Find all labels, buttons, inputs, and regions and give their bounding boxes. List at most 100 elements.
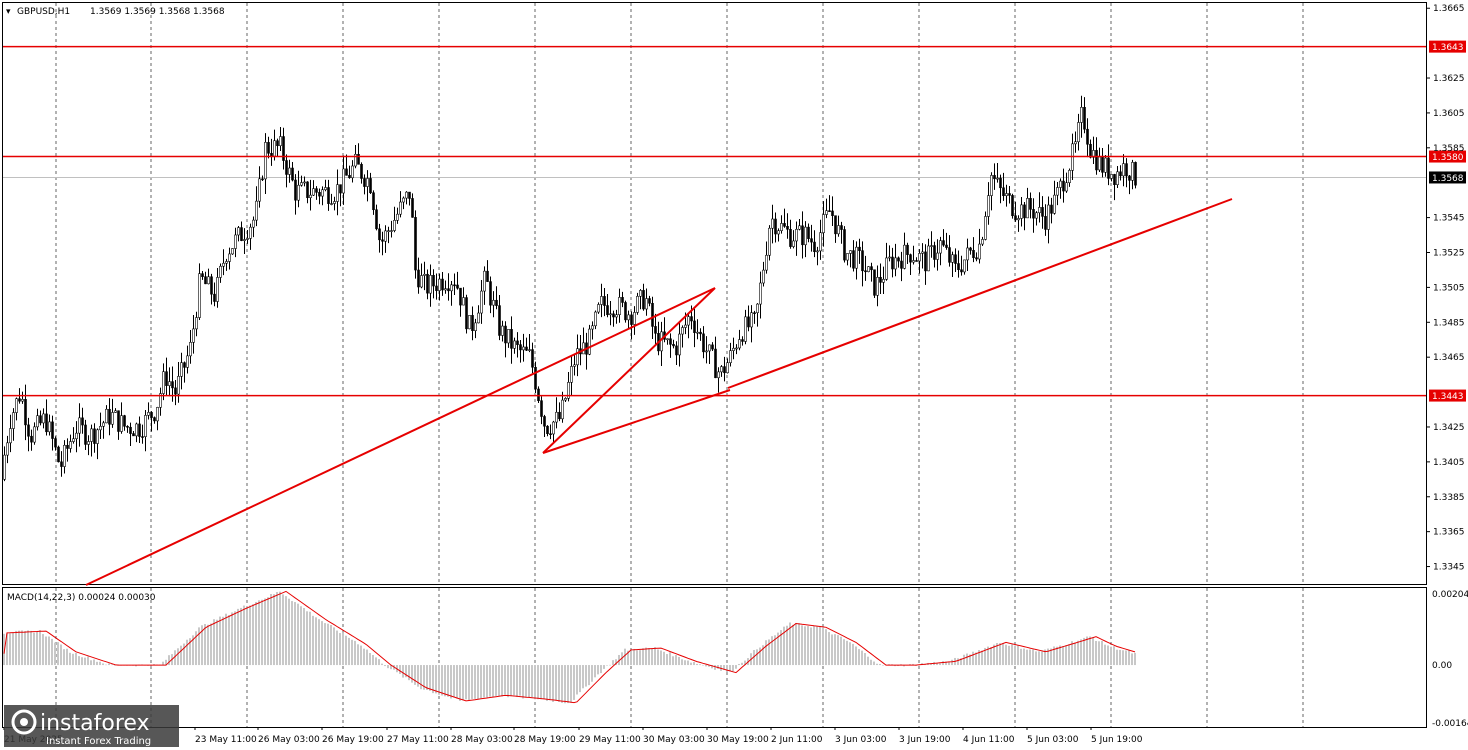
macd-bar xyxy=(231,612,233,666)
macd-bar xyxy=(291,601,293,666)
candle-body xyxy=(405,191,408,199)
macd-bar xyxy=(828,632,830,666)
candle-body xyxy=(486,270,489,282)
candle-body xyxy=(1032,209,1035,219)
candle-body xyxy=(729,350,732,364)
trendlines[interactable] xyxy=(85,198,1233,586)
macd-bar xyxy=(810,627,812,666)
candle-body xyxy=(711,344,714,350)
candle-body xyxy=(201,273,204,277)
candle-body xyxy=(303,181,306,184)
candle-body xyxy=(279,136,282,147)
macd-bar xyxy=(774,635,776,666)
macd-bar xyxy=(867,656,869,666)
candle-body xyxy=(684,324,687,328)
macd-bar xyxy=(471,665,473,699)
trendline[interactable] xyxy=(542,389,731,454)
macd-tick-label: 0.00 xyxy=(1432,661,1452,671)
candle-body xyxy=(906,244,909,255)
macd-bar xyxy=(222,616,224,666)
macd-bar xyxy=(1014,645,1016,666)
candle-body xyxy=(789,228,792,247)
candle-body xyxy=(1080,107,1083,123)
candle-body xyxy=(681,327,684,335)
candle-body xyxy=(828,210,831,212)
macd-bar xyxy=(96,661,98,666)
candle-body xyxy=(816,250,819,253)
price-tick-label: 1.3625 xyxy=(1433,74,1465,84)
macd-bar xyxy=(873,661,875,666)
candle-body xyxy=(783,223,786,227)
candle-body xyxy=(60,461,63,467)
macd-bar xyxy=(942,661,944,666)
macd-bar xyxy=(753,650,755,666)
macd-bar xyxy=(372,655,374,666)
macd-bar xyxy=(822,627,824,666)
candle-body xyxy=(744,316,747,342)
macd-bar xyxy=(504,665,506,695)
candle-body xyxy=(588,328,591,355)
candle-body xyxy=(702,333,705,353)
macd-bar xyxy=(969,654,971,666)
candle-body xyxy=(927,245,930,272)
candle-body xyxy=(1074,141,1077,145)
candle-body xyxy=(1005,193,1008,196)
candle-body xyxy=(330,203,333,205)
macd-bar xyxy=(579,665,581,693)
candle-body xyxy=(918,253,921,262)
macd-bar xyxy=(99,661,101,666)
trendline[interactable] xyxy=(542,287,716,454)
macd-bar xyxy=(966,653,968,666)
level-price-tag xyxy=(1429,150,1466,163)
candle-body xyxy=(1098,156,1101,171)
macd-bar xyxy=(204,623,206,666)
macd-bar xyxy=(279,591,281,666)
candle-body xyxy=(564,398,567,401)
macd-bar xyxy=(249,605,251,666)
macd-bar xyxy=(411,665,413,683)
macd-bar xyxy=(384,665,386,667)
price-panel[interactable] xyxy=(2,2,1427,585)
macd-bar xyxy=(510,665,512,697)
candle-body xyxy=(540,400,543,417)
macd-bar xyxy=(972,651,974,666)
candle-body xyxy=(69,441,72,449)
price-tick-label: 1.3585 xyxy=(1433,144,1465,154)
time-tick-label: 4 Jun 11:00 xyxy=(963,735,1015,745)
candle-body xyxy=(1059,180,1062,188)
trendline[interactable] xyxy=(727,198,1233,389)
macd-bar xyxy=(744,660,746,666)
macd-bar xyxy=(543,665,545,700)
candle-body xyxy=(444,288,447,291)
candle-body xyxy=(147,412,150,416)
macd-bar xyxy=(321,621,323,666)
macd-bar xyxy=(387,665,389,669)
candle-body xyxy=(351,165,354,179)
macd-bar xyxy=(48,636,50,666)
candle-body xyxy=(387,230,390,232)
macd-bar xyxy=(441,665,443,696)
trendline[interactable] xyxy=(85,287,716,586)
candle-body xyxy=(1044,216,1047,230)
candle-body xyxy=(675,345,678,356)
candle-body xyxy=(222,262,225,267)
symbol-dropdown-icon[interactable]: ▾ xyxy=(6,7,11,17)
macd-bar xyxy=(174,650,176,666)
macd-bar xyxy=(696,663,698,666)
candle-body xyxy=(210,276,213,295)
candle-body xyxy=(213,293,216,302)
candle-body xyxy=(1053,194,1056,214)
macd-bar xyxy=(381,663,383,666)
candle-body xyxy=(609,313,612,316)
candle-body xyxy=(96,429,99,444)
candle-body xyxy=(456,284,459,289)
candle-body xyxy=(771,218,774,229)
candle-body xyxy=(204,276,207,285)
candle-body xyxy=(705,350,708,353)
candle-body xyxy=(1026,198,1029,219)
candle-body xyxy=(576,348,579,366)
candle-body xyxy=(336,184,339,202)
candle-body xyxy=(630,314,633,325)
candle-body xyxy=(51,421,54,439)
